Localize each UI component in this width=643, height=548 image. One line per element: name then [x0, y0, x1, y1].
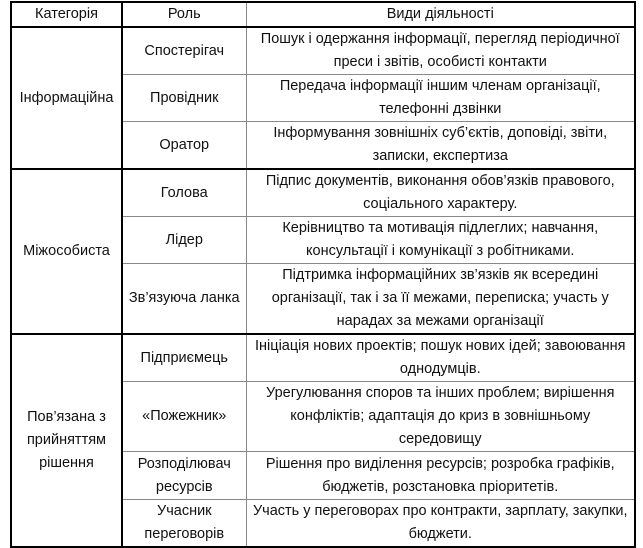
header-row: Категорія Роль Види діяльності [10, 1, 636, 28]
table-row: Оратор Інформування зовнішніх суб’єктів, … [11, 121, 636, 170]
category-cell: Пов’язана з прийняттям рішення [10, 333, 123, 548]
role-cell: Підприємець [121, 333, 247, 382]
activities-cell: Передача інформації іншим членам організ… [245, 74, 636, 122]
activities-cell: Підтримка інформаційних зв’язків як всер… [245, 263, 636, 335]
activities-cell: Керівництво та мотивація підлеглих; навч… [245, 216, 636, 264]
header-category: Категорія [10, 1, 123, 28]
table-row: Інформаційна Спостерігач Пошук і одержання… [10, 26, 636, 170]
role-cell: Оратор [121, 121, 247, 170]
table-row: «Пожежник» Урегулювання споров та інших п… [11, 381, 636, 452]
table-row: Пов’язана з прийняттям рішення Підприємец… [10, 333, 636, 548]
role-cell: Зв’язуюча ланка [121, 263, 247, 335]
header-role: Роль [121, 1, 247, 28]
table-row: Провідник Передача інформації іншим члена… [11, 74, 636, 122]
activities-cell: Урегулювання споров та інших проблем; ви… [245, 381, 636, 452]
role-cell: Учасник переговорів [121, 499, 247, 548]
table-row: Зв’язуюча ланка Підтримка інформаційних з… [11, 263, 636, 335]
table-row: Учасник переговорів Участь у переговорах … [11, 499, 636, 548]
table-row: Лідер Керівництво та мотивація підлеглих;… [11, 216, 636, 264]
role-cell: «Пожежник» [121, 381, 247, 452]
table-row: Розподілювач ресурсів Рішення про виділен… [11, 451, 636, 500]
role-cell: Лідер [121, 216, 247, 264]
role-cell: Провідник [121, 74, 247, 122]
roles-table: Категорія Роль Види діяльності Інформаці… [10, 1, 636, 548]
activities-cell: Підпис документів, виконання обов’язків … [245, 168, 636, 217]
role-cell: Голова [121, 168, 247, 217]
category-cell: Міжособиста [10, 168, 123, 335]
category-cell: Інформаційна [10, 26, 123, 170]
table-row: Міжособиста Голова Підпис документів, вико… [10, 168, 636, 335]
activities-cell: Пошук і одержання інформації, перегляд п… [245, 26, 636, 75]
activities-cell: Участь у переговорах про контракти, зарп… [245, 499, 636, 548]
activities-cell: Рішення про виділення ресурсів; розробка… [245, 451, 636, 500]
role-cell: Спостерігач [121, 26, 247, 75]
activities-cell: Інформування зовнішніх суб’єктів, допові… [245, 121, 636, 170]
role-cell: Розподілювач ресурсів [121, 451, 247, 500]
activities-cell: Ініціація нових проектів; пошук нових ід… [245, 333, 636, 382]
header-activities: Види діяльності [245, 1, 636, 28]
